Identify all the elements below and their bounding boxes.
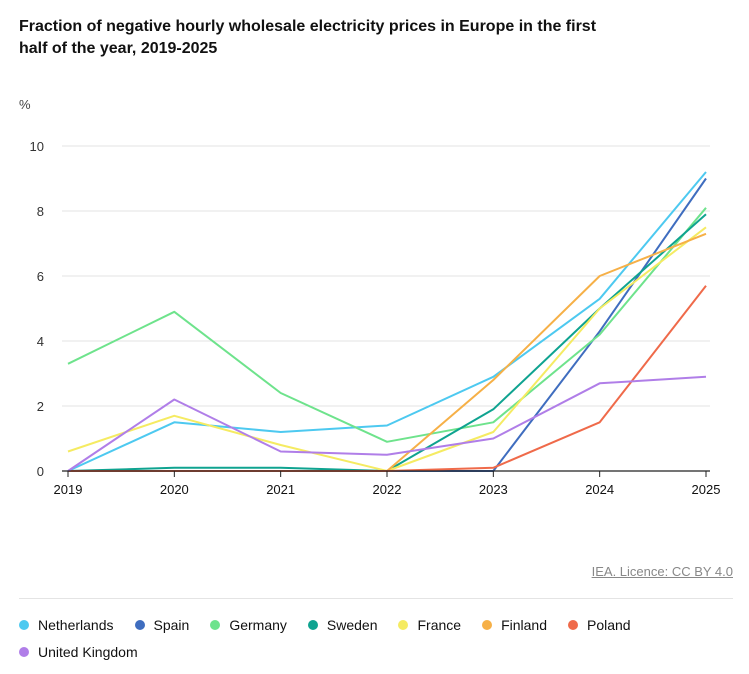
legend-label-sweden: Sweden [326, 616, 378, 633]
legend-label-united-kingdom: United Kingdom [38, 643, 138, 660]
x-tick-label-2019: 2019 [54, 482, 83, 497]
legend-label-poland: Poland [586, 616, 631, 633]
y-axis-ticks: 0 2 4 6 8 10 [30, 139, 44, 479]
series-line-united-kingdom [67, 375, 707, 472]
x-tick-label-2024: 2024 [585, 482, 614, 497]
x-tick-label-2025: 2025 [692, 482, 721, 497]
legend-item-united-kingdom[interactable]: United Kingdom [19, 643, 138, 660]
legend-swatch-germany [210, 619, 221, 630]
y-tick-label-4: 4 [37, 334, 44, 349]
y-tick-label-8: 8 [37, 204, 44, 219]
legend-item-germany[interactable]: Germany [210, 616, 287, 633]
y-axis-unit-label: % [19, 97, 31, 112]
y-tick-label-0: 0 [37, 464, 44, 479]
source-licence-link[interactable]: IEA. Licence: CC BY 4.0 [591, 564, 733, 579]
x-tick-label-2022: 2022 [373, 482, 402, 497]
legend-item-spain[interactable]: Spain [134, 616, 190, 633]
legend-swatch-finland [482, 619, 493, 630]
legend-item-finland[interactable]: Finland [482, 616, 547, 633]
legend-item-poland[interactable]: Poland [567, 616, 631, 633]
series-line-sweden [67, 213, 707, 472]
legend-label-finland: Finland [501, 616, 547, 633]
x-tick-label-2023: 2023 [479, 482, 508, 497]
legend-swatch-spain [134, 619, 145, 630]
line-chart: 0 2 4 6 8 10 2019 2020 2021 2022 2023 2024 2025 [30, 139, 721, 497]
series-line-finland [68, 232, 707, 472]
series-line-poland [68, 285, 707, 472]
chart-title: Fraction of negative hourly wholesale el… [19, 18, 597, 57]
series-line-netherlands [67, 171, 707, 472]
x-axis-ticks: 2019 2020 2021 2022 2023 2024 2025 [54, 482, 721, 497]
legend-label-germany: Germany [229, 616, 287, 633]
x-tick-label-2020: 2020 [160, 482, 189, 497]
legend-swatch-sweden [307, 619, 318, 630]
legend-item-sweden[interactable]: Sweden [307, 616, 378, 633]
y-tick-label-2: 2 [37, 399, 44, 414]
chart-legend: Netherlands Spain Germany Sweden France Finla… [19, 616, 709, 660]
y-tick-label-6: 6 [37, 269, 44, 284]
legend-divider [19, 598, 733, 599]
legend-item-netherlands[interactable]: Netherlands [19, 616, 114, 633]
legend-label-france: France [417, 616, 462, 633]
legend-swatch-poland [567, 619, 578, 630]
x-axis [62, 470, 710, 477]
legend-label-spain: Spain [153, 616, 190, 633]
legend-swatch-france [398, 619, 409, 630]
legend-swatch-united-kingdom [19, 646, 29, 657]
y-tick-label-10: 10 [30, 139, 44, 154]
legend-item-france[interactable]: France [398, 616, 461, 633]
grid-lines [62, 145, 710, 407]
series-lines [67, 171, 707, 472]
legend-swatch-netherlands [19, 619, 29, 630]
x-tick-label-2021: 2021 [266, 482, 295, 497]
series-line-france [67, 226, 707, 472]
legend-label-netherlands: Netherlands [38, 616, 114, 633]
series-line-germany [67, 207, 707, 443]
